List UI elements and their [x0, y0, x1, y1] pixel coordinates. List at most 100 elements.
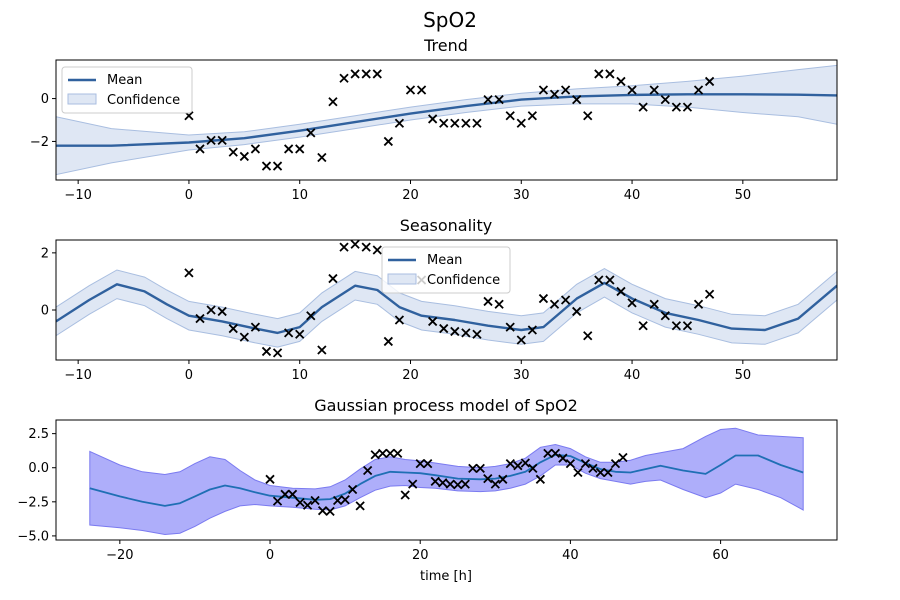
data-point — [505, 322, 515, 332]
data-point — [317, 506, 328, 516]
data-point — [516, 118, 526, 128]
data-point — [261, 161, 272, 171]
data-point — [483, 95, 493, 105]
data-point — [325, 506, 335, 517]
y-tick-label: −2 — [30, 135, 49, 150]
data-point — [350, 69, 360, 79]
data-point — [649, 299, 659, 309]
y-tick-label: 2 — [41, 246, 49, 261]
legend-confidence-swatch — [67, 93, 97, 105]
x-tick-label: 50 — [735, 188, 752, 203]
data-point — [383, 336, 393, 347]
data-point — [408, 479, 418, 489]
data-point — [560, 295, 571, 305]
data-point — [195, 313, 205, 324]
data-point — [560, 85, 571, 95]
data-point — [605, 69, 615, 79]
data-point — [603, 467, 613, 478]
data-point — [239, 332, 249, 342]
data-point — [475, 463, 485, 474]
x-tick-label: 20 — [412, 548, 429, 563]
data-point — [339, 73, 349, 83]
data-point — [250, 144, 261, 154]
x-tick-label: 0 — [185, 368, 193, 383]
data-point — [472, 118, 482, 128]
data-point — [261, 346, 272, 357]
confidence-band — [56, 64, 837, 176]
x-tick-label: 0 — [266, 548, 274, 563]
panel-gp-model-title: Gaussian process model of SpO2 — [314, 396, 578, 415]
data-point — [378, 448, 388, 459]
data-point — [217, 135, 227, 145]
data-point — [595, 467, 606, 478]
data-point — [363, 465, 373, 476]
panel-seasonality-legend: Mean Confidence — [381, 246, 511, 294]
data-point — [280, 489, 290, 499]
data-point — [627, 85, 637, 95]
data-point — [693, 85, 704, 95]
data-point — [704, 289, 715, 299]
data-point — [583, 111, 593, 121]
data-point — [616, 76, 626, 87]
data-point — [682, 321, 693, 331]
x-tick-label: 20 — [402, 368, 419, 383]
data-point — [494, 299, 504, 309]
data-point — [372, 69, 382, 79]
data-point — [355, 501, 365, 511]
data-point — [638, 102, 648, 112]
data-point — [494, 95, 504, 105]
legend-confidence-swatch — [387, 273, 417, 285]
data-point — [505, 111, 515, 121]
data-point — [638, 321, 648, 331]
data-point — [543, 448, 553, 459]
data-point — [272, 496, 283, 506]
data-point — [370, 450, 380, 460]
data-point — [394, 315, 405, 325]
data-point — [284, 144, 294, 154]
data-point — [535, 474, 546, 484]
data-point — [671, 321, 682, 331]
x-tick-label: 50 — [735, 368, 752, 383]
data-point — [594, 275, 604, 285]
data-point — [649, 85, 659, 95]
data-point — [265, 474, 275, 484]
panel-trend: Trend −10 0 10 20 30 40 50 −2 0 Mean Confidence — [30, 36, 838, 203]
data-point — [439, 118, 449, 128]
data-point — [682, 102, 693, 112]
axes-frame — [55, 239, 838, 361]
data-point — [250, 322, 261, 332]
mean-line — [89, 453, 804, 507]
x-tick-label: 40 — [562, 548, 579, 563]
mean-line — [56, 281, 837, 335]
panel-seasonality-title: Seasonality — [400, 216, 493, 235]
panel-seasonality: Seasonality −10 0 10 20 30 40 50 0 2 Mean Confid… — [41, 216, 838, 383]
data-point — [588, 463, 598, 474]
data-point — [527, 325, 537, 335]
data-point — [550, 448, 561, 459]
x-tick-label: 30 — [513, 368, 530, 383]
data-point — [295, 497, 305, 508]
data-point — [483, 296, 493, 307]
data-point — [527, 111, 537, 121]
data-point — [439, 323, 449, 334]
data-point — [239, 151, 249, 162]
data-point — [490, 479, 500, 489]
data-point — [385, 448, 395, 459]
data-point — [306, 311, 316, 321]
data-point — [704, 76, 715, 87]
x-tick-label: 30 — [513, 188, 530, 203]
data-point — [565, 458, 576, 469]
data-point — [461, 328, 471, 338]
data-point — [573, 467, 583, 478]
data-point — [393, 448, 403, 459]
data-point — [549, 89, 560, 99]
x-tick-label: 10 — [291, 368, 308, 383]
data-point — [416, 85, 427, 95]
data-point — [693, 299, 704, 309]
data-point — [328, 97, 338, 107]
data-point — [361, 242, 371, 252]
figure-suptitle: SpO2 — [423, 8, 477, 32]
data-point — [206, 305, 216, 315]
data-point — [450, 118, 460, 128]
panel-trend-legend: Mean Confidence — [61, 66, 193, 114]
